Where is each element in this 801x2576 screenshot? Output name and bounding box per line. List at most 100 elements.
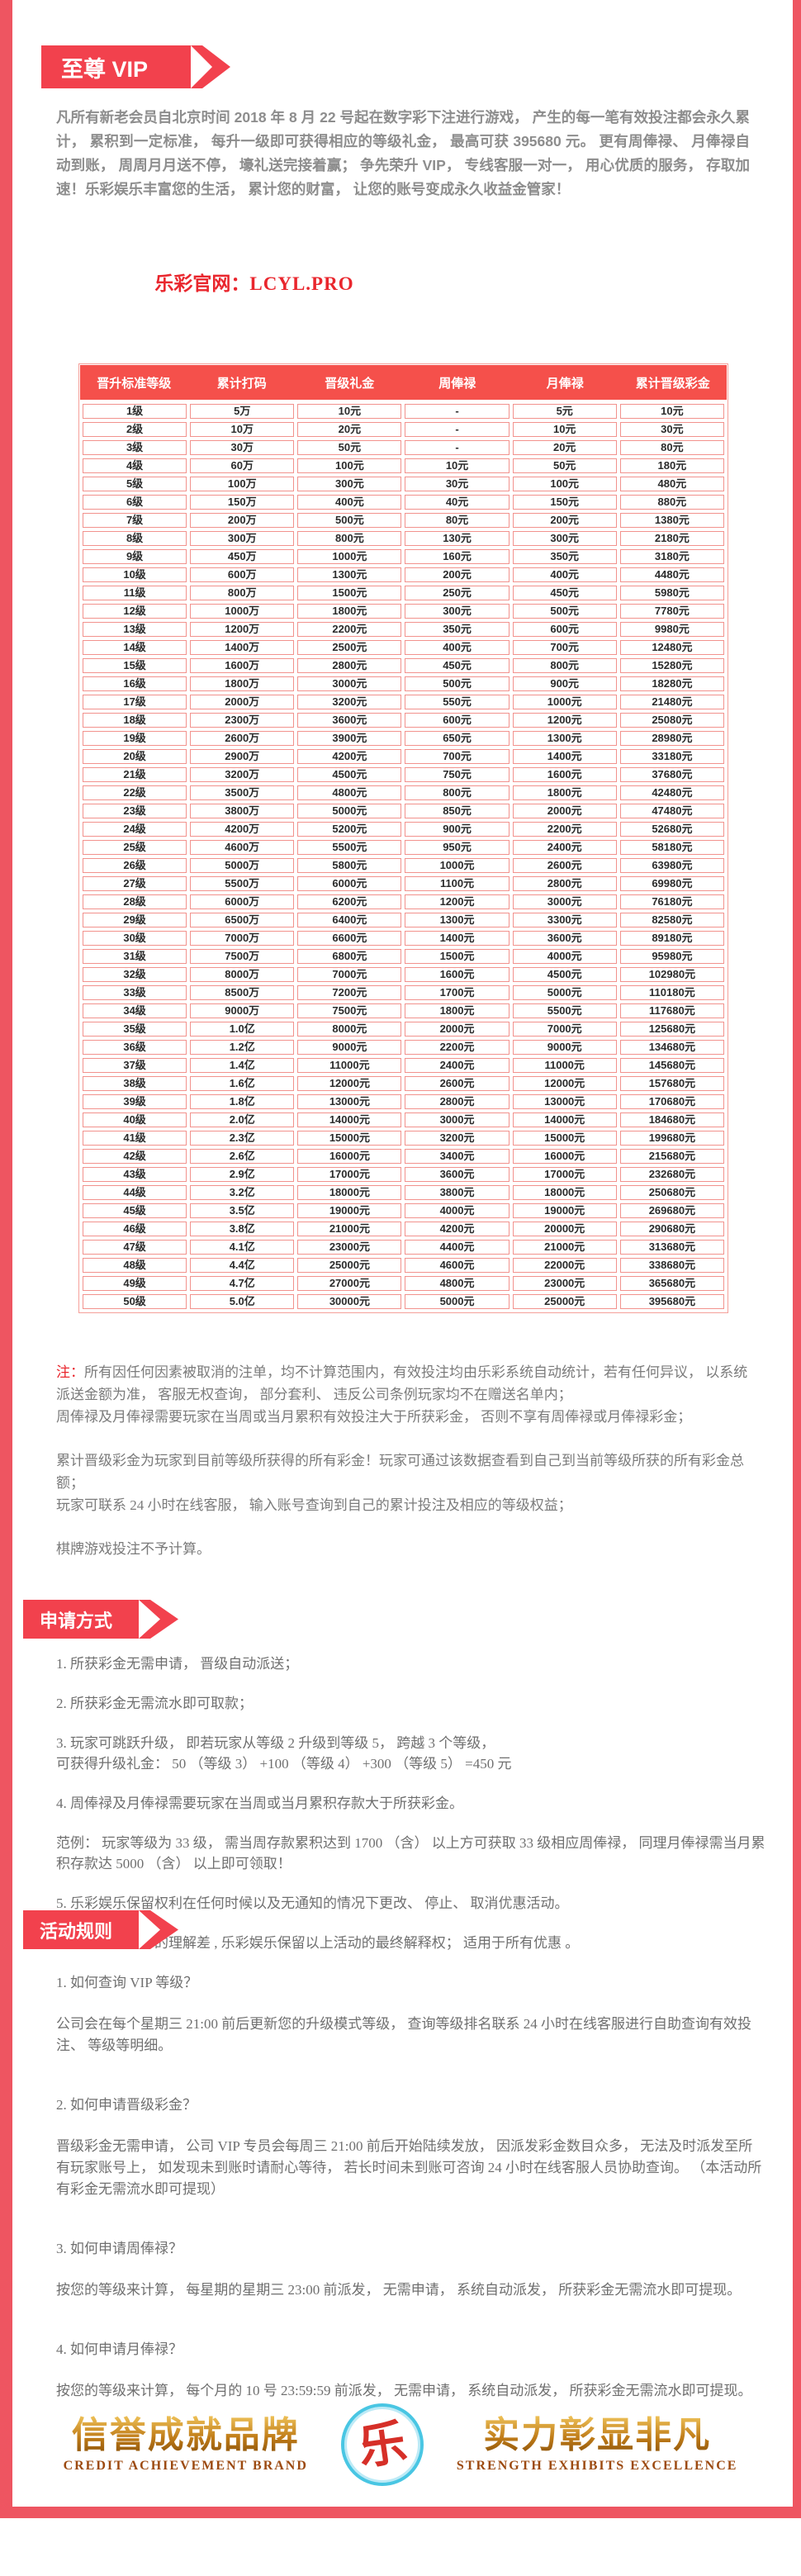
table-cell: 23级 (83, 804, 187, 818)
table-cell: 9000元 (512, 1040, 617, 1055)
footer-right-badge: 实力彰显非凡 STRENGTH EXHIBITS EXCELLENCE (457, 2416, 738, 2474)
table-cell: 2.0亿 (190, 1112, 295, 1127)
official-site-line: 乐彩官网：LCYL.PRO (56, 268, 453, 296)
table-cell: 10级 (83, 567, 187, 582)
footer-right-caption: STRENGTH EXHIBITS EXCELLENCE (456, 2459, 738, 2473)
table-cell: 15280元 (619, 658, 724, 673)
apply-item: 1. 所获彩金无需申请， 晋级自动派送； (56, 1656, 299, 1672)
table-cell: 1000元 (512, 695, 617, 709)
notes-section: 注：所有因任何因素被取消的注单，均不计算范围内，有效投注均由乐彩系统自动统计，若… (56, 1361, 754, 1560)
table-cell: 1.6亿 (190, 1076, 295, 1091)
table-cell: 1.8亿 (190, 1094, 295, 1109)
table-cell: 215680元 (619, 1149, 724, 1164)
table-cell: 16000元 (297, 1149, 402, 1164)
footer-brand-banner: 信誉成就品牌 CREDIT ACHIEVEMENT BRAND 乐 实力彰显非凡… (0, 2392, 801, 2498)
table-row: 18级 2300万 3600元 600元 1200元 25080元 (83, 713, 724, 728)
table-cell: 13000元 (512, 1094, 617, 1109)
table-cell: 1200元 (405, 894, 510, 909)
table-cell: 450万 (190, 549, 295, 564)
table-cell: 1100元 (405, 876, 510, 891)
table-cell: 5000万 (190, 858, 295, 873)
table-row: 32级 8000万 7000元 1600元 4500元 102980元 (83, 967, 724, 982)
table-cell: 2200元 (405, 1040, 510, 1055)
table-cell: 1300元 (405, 913, 510, 927)
table-row: 2级 10万 20元 -10元 30元 (83, 422, 724, 437)
table-cell: 3200万 (190, 767, 295, 782)
table-cell: 2800元 (297, 658, 402, 673)
table-cell: 5500万 (190, 876, 295, 891)
table-row: 46级 3.8亿 21000元 4200元 20000元 290680元 (83, 1222, 724, 1236)
table-cell: 338680元 (619, 1258, 724, 1273)
table-cell: 2300万 (190, 713, 295, 728)
table-cell: 3600元 (297, 713, 402, 728)
table-cell: 7200元 (297, 985, 402, 1000)
table-row: 24级 4200万 5200元 900元 2200元 52680元 (83, 822, 724, 837)
rule-answer: 晋级彩金无需申请， 公司 VIP 专员会每周三 21:00 前后开始陆续发放， … (56, 2138, 762, 2197)
table-cell: 15000元 (297, 1131, 402, 1146)
table-cell: 20000元 (512, 1222, 617, 1236)
table-cell: 7级 (83, 513, 187, 528)
table-cell: 1800万 (190, 676, 295, 691)
rule-question: 1. 如何查询 VIP 等级？ (56, 1975, 198, 1990)
table-cell: 3200元 (405, 1131, 510, 1146)
table-cell: 82580元 (619, 913, 724, 927)
table-cell: 33180元 (619, 749, 724, 764)
table-cell: 31级 (83, 949, 187, 964)
table-cell: 30万 (190, 440, 295, 455)
table-cell: 6800元 (297, 949, 402, 964)
table-cell: 100万 (190, 477, 295, 491)
table-cell: 250680元 (619, 1185, 724, 1200)
table-cell: 400元 (512, 567, 617, 582)
table-cell: 500元 (297, 513, 402, 528)
rule-answer: 公司会在每个星期三 21:00 前后更新您的升级模式等级， 查询等级排名联系 2… (56, 2016, 751, 2053)
table-cell: 6级 (83, 495, 187, 510)
table-cell: 29级 (83, 913, 187, 927)
table-cell: 5500元 (297, 840, 402, 855)
table-cell: 450元 (405, 658, 510, 673)
table-cell: 290680元 (619, 1222, 724, 1236)
table-cell: 2400元 (405, 1058, 510, 1073)
table-row: 16级 1800万 3000元 500元 900元 18280元 (83, 676, 724, 691)
table-cell: 12000元 (297, 1076, 402, 1091)
table-cell: 1700元 (405, 985, 510, 1000)
table-cell: 700元 (405, 749, 510, 764)
table-cell: 69980元 (619, 876, 724, 891)
apply-item: 4. 周俸禄及月俸禄需要玩家在当周或当月累积存款大于所获彩金。 (56, 1796, 463, 1811)
table-cell: 4.4亿 (190, 1258, 295, 1273)
table-cell: 3600元 (512, 931, 617, 946)
table-cell: 3000元 (405, 1112, 510, 1127)
table-cell: 500元 (512, 604, 617, 619)
table-cell: 1500元 (405, 949, 510, 964)
table-cell: 480元 (619, 477, 724, 491)
table-cell: 157680元 (619, 1076, 724, 1091)
table-cell: 6600元 (297, 931, 402, 946)
table-cell: 21000元 (297, 1222, 402, 1236)
table-row: 4级 60万 100元 10元 50元 180元 (83, 458, 724, 473)
rule-question: 3. 如何申请周俸禄？ (56, 2241, 182, 2256)
table-cell: 20级 (83, 749, 187, 764)
table-cell: 42480元 (619, 785, 724, 800)
table-cell: 40元 (405, 495, 510, 510)
table-row: 30级 7000万 6600元 1400元 3600元 89180元 (83, 931, 724, 946)
apply-item: 5. 乐彩娱乐保留权利在任何时候以及无通知的情况下更改、 停止、 取消优惠活动。 (56, 1895, 569, 1911)
table-row: 41级 2.3亿 15000元 3200元 15000元 199680元 (83, 1131, 724, 1146)
table-row: 34级 9000万 7500元 1800元 5500元 117680元 (83, 1003, 724, 1018)
table-cell: 200万 (190, 513, 295, 528)
table-cell: 5万 (190, 404, 295, 419)
table-cell: 15级 (83, 658, 187, 673)
table-row: 13级 1200万 2200元 350元 600元 9980元 (83, 622, 724, 637)
table-cell: 2200元 (297, 622, 402, 637)
table-cell: 800元 (297, 531, 402, 546)
table-cell: 21级 (83, 767, 187, 782)
table-cell: 76180元 (619, 894, 724, 909)
ribbon-arrow-notch (139, 1600, 160, 1639)
table-row: 3级 30万 50元 -20元 80元 (83, 440, 724, 455)
table-cell: 1200万 (190, 622, 295, 637)
table-cell: 35级 (83, 1022, 187, 1037)
table-row: 33级 8500万 7200元 1700元 5000元 110180元 (83, 985, 724, 1000)
table-cell: 10元 (405, 458, 510, 473)
table-cell: 6500万 (190, 913, 295, 927)
table-cell: 300万 (190, 531, 295, 546)
table-cell: 3180元 (619, 549, 724, 564)
table-cell: 750元 (405, 767, 510, 782)
